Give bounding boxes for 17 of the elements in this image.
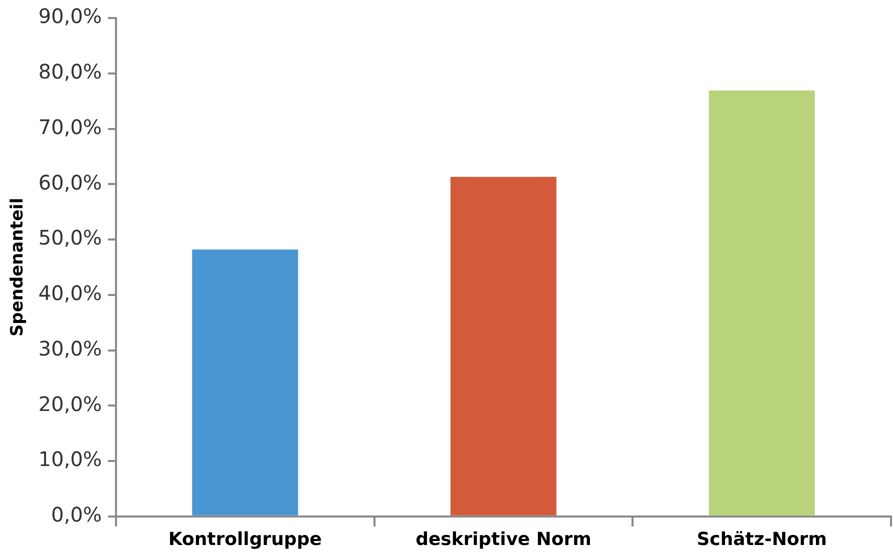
y-axis-title: Spendenanteil xyxy=(8,198,28,337)
x-tick-label: Kontrollgruppe xyxy=(168,528,322,550)
y-tick-label: 30,0% xyxy=(38,336,102,360)
bar xyxy=(192,249,298,516)
y-tick-label: 90,0% xyxy=(38,4,102,28)
y-tick-label: 40,0% xyxy=(38,281,102,306)
y-tick-label: 70,0% xyxy=(38,114,102,139)
y-tick-label: 0,0% xyxy=(51,502,102,527)
y-tick-label: 20,0% xyxy=(38,392,102,416)
x-tick-label: deskriptive Norm xyxy=(416,528,592,550)
y-tick-label: 60,0% xyxy=(38,170,102,194)
bar xyxy=(708,90,815,516)
x-tick-label: Schätz-Norm xyxy=(696,528,827,550)
y-tick-label: 10,0% xyxy=(38,447,102,472)
y-tick-label: 80,0% xyxy=(38,60,102,84)
y-tick-label: 50,0% xyxy=(38,226,102,250)
bar xyxy=(450,176,556,516)
